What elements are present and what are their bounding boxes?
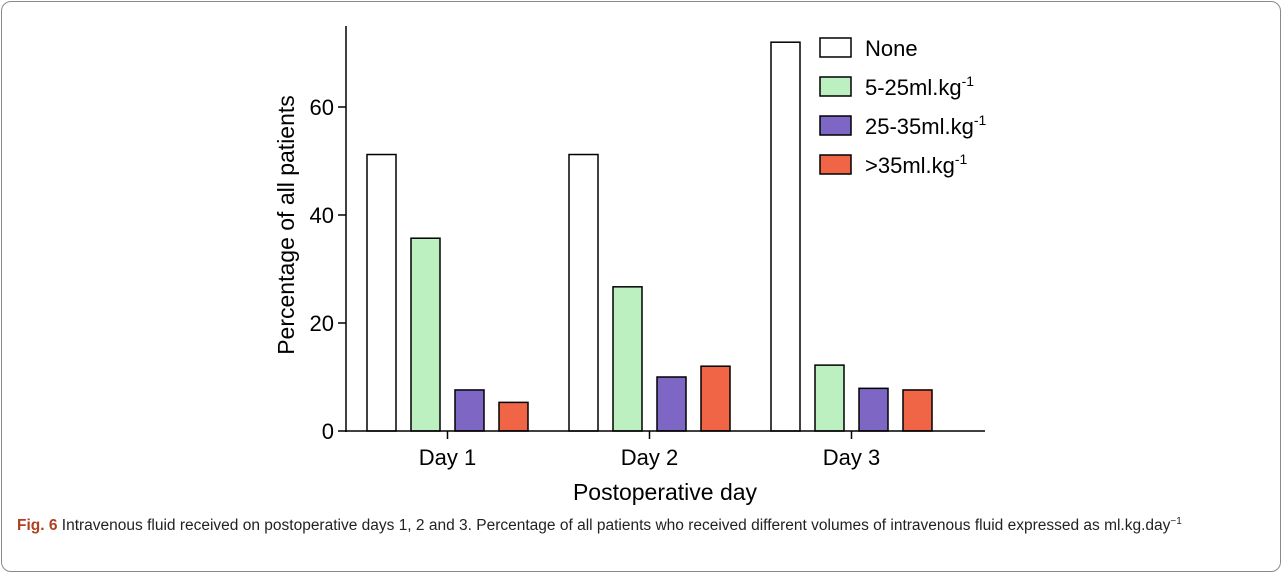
legend-swatch xyxy=(819,154,852,175)
legend-label: 5-25ml.kg-1 xyxy=(865,73,974,100)
legend-label-superscript: -1 xyxy=(974,112,987,128)
bar xyxy=(902,389,933,432)
x-tick-label: Day 1 xyxy=(419,445,476,470)
caption-text: Intravenous fluid received on postoperat… xyxy=(57,517,1171,534)
bar xyxy=(498,401,529,432)
y-tick-label: 40 xyxy=(310,203,334,228)
legend-swatch xyxy=(819,115,852,136)
axes-group: 0 20 40 60 Day 1 Day 2 Day 3 Postoperative day P… xyxy=(273,26,985,505)
bars-group xyxy=(366,41,933,432)
y-tick-label: 60 xyxy=(310,95,334,120)
caption-superscript: −1 xyxy=(1170,515,1182,527)
bar xyxy=(568,153,599,432)
bar xyxy=(656,376,687,432)
bar xyxy=(770,41,801,432)
legend-label: >35ml.kg-1 xyxy=(865,151,968,178)
legend-label: 25-35ml.kg-1 xyxy=(865,112,987,139)
bar xyxy=(612,286,643,432)
bar xyxy=(814,364,845,432)
y-axis-label: Percentage of all patients xyxy=(273,95,299,355)
legend: None 5-25ml.kg-1 25-35ml.kg-1 >35ml.kg-1 xyxy=(819,36,987,178)
bar xyxy=(366,153,397,432)
legend-label: None xyxy=(865,36,918,61)
legend-label-superscript: -1 xyxy=(962,73,975,89)
bar xyxy=(700,365,731,432)
caption-label: Fig. 6 xyxy=(17,517,58,534)
x-tick-label: Day 2 xyxy=(621,445,678,470)
y-tick-label: 20 xyxy=(310,311,334,336)
legend-swatch xyxy=(819,37,852,58)
legend-swatch xyxy=(819,76,852,97)
y-tick-label: 0 xyxy=(322,419,334,444)
bar xyxy=(454,389,485,432)
x-tick-label: Day 3 xyxy=(823,445,880,470)
bar-chart: 0 20 40 60 Day 1 Day 2 Day 3 Postoperative day P… xyxy=(273,26,987,505)
figure-caption: Fig. 6 Intravenous fluid received on pos… xyxy=(17,515,1267,536)
legend-label-superscript: -1 xyxy=(955,151,968,167)
bar xyxy=(410,237,441,432)
x-axis-label: Postoperative day xyxy=(573,479,758,505)
bar xyxy=(858,387,889,432)
